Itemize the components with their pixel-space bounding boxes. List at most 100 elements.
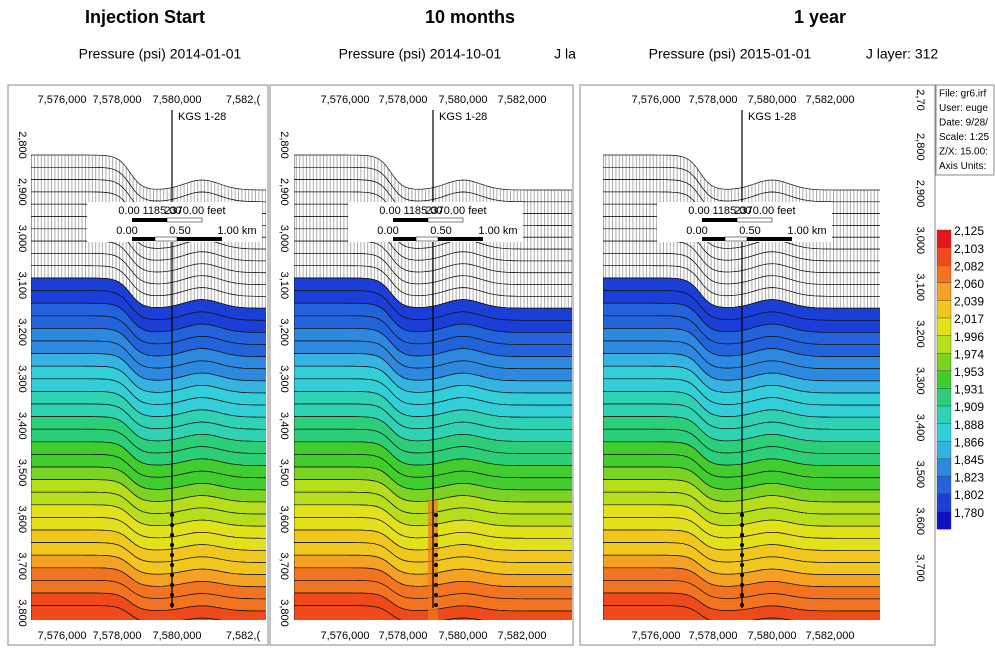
perforation	[740, 553, 744, 557]
perforation	[434, 523, 438, 527]
legend-label: 1,909	[954, 400, 984, 414]
x-top-label: 7,582,(	[226, 94, 261, 106]
scale-km-label: 0.00	[686, 225, 707, 237]
y-axis-label: 2,800	[914, 133, 926, 161]
perforation	[740, 513, 744, 517]
x-bottom-label: 7,576,000	[38, 630, 87, 642]
x-bottom-label: 7,580,000	[748, 630, 797, 642]
legend-swatch	[936, 388, 952, 407]
y-axis-label: 3,200	[16, 318, 28, 346]
legend-swatch	[936, 317, 952, 336]
x-bottom-label: 7,576,000	[321, 630, 370, 642]
legend-swatch	[936, 511, 952, 530]
scale-feet-bar2	[736, 217, 773, 223]
info-line: Date: 9/28/	[939, 118, 988, 129]
y-axis-label: 3,400	[16, 412, 28, 440]
scale-feet-label: 1185.00	[713, 205, 752, 217]
perforation	[434, 583, 438, 587]
scale-feet-label: 0.00	[379, 205, 400, 217]
layer-cell	[294, 605, 483, 620]
legend-swatch	[936, 370, 952, 389]
perforation	[434, 593, 438, 597]
scale-feet-label: 2370.00 feet	[734, 205, 795, 217]
scale-km-label: 1.00 km	[217, 225, 256, 237]
legend-swatch	[936, 493, 952, 512]
perforation	[170, 563, 174, 567]
legend-label: 1,974	[954, 347, 984, 361]
x-bottom-label: 7,582,000	[498, 630, 547, 642]
x-bottom-label: 7,578,000	[689, 630, 738, 642]
perforation	[740, 563, 744, 567]
scale-feet-label: 1185.00	[404, 205, 443, 217]
x-top-label: 7,578,000	[93, 94, 142, 106]
y-axis-label: 3,100	[16, 272, 28, 300]
panel-heading: 1 year	[794, 7, 846, 27]
perforation	[170, 553, 174, 557]
y-axis-label: 3,300	[278, 365, 290, 393]
info-line: User: euge	[939, 103, 988, 114]
layer-cell	[31, 605, 222, 620]
y-axis-label: 3,400	[914, 414, 926, 442]
layer-cell	[603, 605, 792, 620]
legend-swatch	[936, 335, 952, 354]
legend-swatch	[936, 405, 952, 424]
scale-feet-label: 2370.00 feet	[425, 205, 486, 217]
y-axis-label: 3,000	[16, 225, 28, 253]
legend-label: 1,931	[954, 383, 984, 397]
y-axis-label: 3,400	[278, 412, 290, 440]
x-top-label: 7,578,000	[689, 94, 738, 106]
legend-swatch	[936, 353, 952, 372]
x-bottom-label: 7,580,000	[153, 630, 202, 642]
x-bottom-label: 7,576,000	[632, 630, 681, 642]
legend-label: 2,017	[954, 312, 984, 326]
legend-label: 1,866	[954, 435, 984, 449]
y-axis-label: 3,700	[16, 552, 28, 580]
y-axis-label: 3,100	[914, 273, 926, 301]
layer-label: J la	[554, 46, 576, 62]
y-axis-label: 3,000	[278, 225, 290, 253]
perforation	[740, 573, 744, 577]
legend-label: 2,125	[954, 224, 984, 238]
perforation	[740, 593, 744, 597]
y-axis-label: 2,70	[914, 89, 926, 110]
scale-feet-label: 2370.00 feet	[164, 205, 225, 217]
info-line: File: gr6.irf	[939, 89, 986, 100]
legend-label: 1,823	[954, 471, 984, 485]
perforation	[740, 603, 744, 607]
x-top-label: 7,582,000	[498, 94, 547, 106]
y-axis-label: 3,300	[914, 367, 926, 395]
y-axis-label: 3,500	[16, 459, 28, 487]
y-axis-label: 3,200	[278, 318, 290, 346]
well-label: KGS 1-28	[178, 111, 226, 123]
perforation	[740, 583, 744, 587]
legend-swatch	[936, 423, 952, 442]
y-axis-label: 2,800	[278, 131, 290, 159]
scale-km-label: 1.00 km	[478, 225, 517, 237]
x-bottom-label: 7,580,000	[439, 630, 488, 642]
perforation	[434, 543, 438, 547]
legend-swatch	[936, 441, 952, 460]
legend-label: 2,060	[954, 277, 984, 291]
x-top-label: 7,580,000	[748, 94, 797, 106]
legend-label: 2,082	[954, 259, 984, 273]
info-line: Scale: 1:25	[939, 132, 989, 143]
y-axis-label: 2,900	[278, 178, 290, 206]
panel-heading: 10 months	[425, 7, 515, 27]
y-axis-label: 3,700	[914, 554, 926, 582]
legend-swatch	[936, 300, 952, 319]
perforation	[170, 593, 174, 597]
info-box	[935, 84, 995, 176]
perforation	[740, 543, 744, 547]
perforation	[170, 533, 174, 537]
y-axis-label: 2,900	[16, 178, 28, 206]
layer-label: J layer: 312	[866, 46, 939, 62]
scale-feet-bar2	[427, 217, 464, 223]
x-top-label: 7,576,000	[38, 94, 87, 106]
perforation	[740, 533, 744, 537]
y-axis-label: 3,500	[914, 461, 926, 489]
legend-label: 2,039	[954, 295, 984, 309]
scale-feet-label: 0.00	[118, 205, 139, 217]
perforation	[170, 523, 174, 527]
legend-label: 1,953	[954, 365, 984, 379]
panel-subtitle: Pressure (psi) 2014-10-01	[339, 46, 502, 62]
